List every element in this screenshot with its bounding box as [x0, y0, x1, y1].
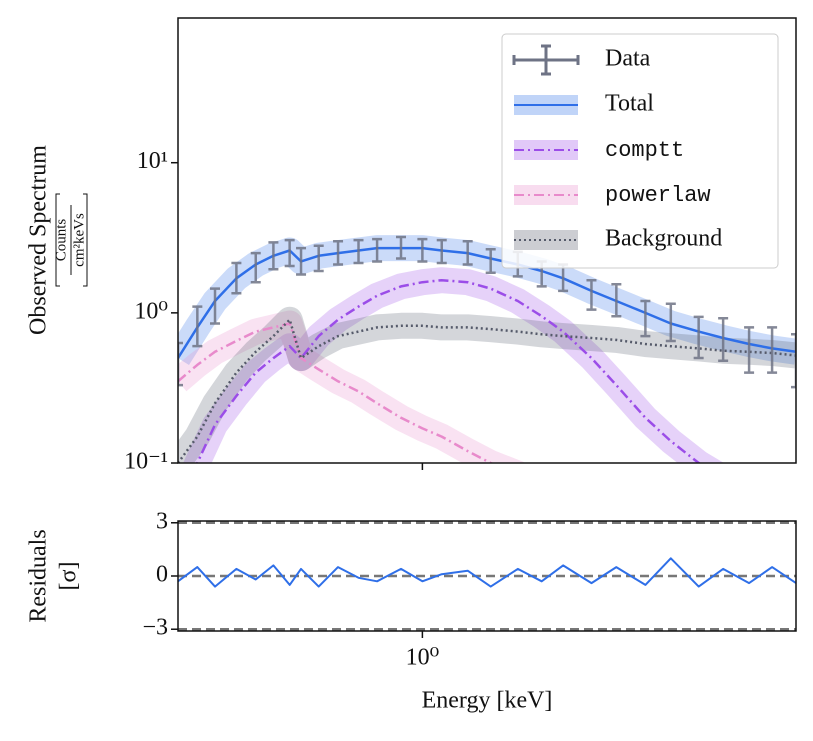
y-tick-label: −3: [142, 615, 168, 641]
residual-plot: [178, 521, 796, 631]
x-tick-label: 10⁰: [406, 645, 440, 671]
error-bar: [210, 287, 221, 325]
legend-label: powerlaw: [605, 183, 711, 208]
error-bar: [611, 283, 622, 318]
error-bar: [372, 237, 383, 263]
error-bar: [640, 299, 651, 338]
error-bar: [744, 326, 755, 374]
error-bar: [665, 302, 676, 343]
error-bar: [417, 237, 428, 263]
y-unit-denominator: cm²keVs: [71, 213, 87, 267]
legend-box: [501, 33, 779, 269]
error-bar: [462, 239, 473, 266]
error-bar: [485, 248, 496, 274]
error-bar: [296, 246, 307, 276]
y-axis-label: Observed Spectrum: [26, 145, 52, 335]
residual-label: Residuals: [26, 529, 52, 622]
y-unit-numerator: Counts: [53, 219, 69, 262]
error-bar: [436, 238, 447, 265]
error-bar: [178, 341, 183, 387]
spectrum-frame: [177, 17, 797, 464]
error-bar: [791, 333, 796, 389]
legend-label: Data: [605, 46, 651, 72]
legend-band: [514, 140, 578, 160]
error-bar: [333, 239, 344, 266]
legend-label: comptt: [605, 138, 684, 163]
y-tick-label: 10¹: [137, 148, 168, 174]
error-bar: [284, 238, 295, 268]
y-tick-label: 3: [156, 508, 168, 534]
error-bar: [192, 305, 203, 348]
error-bar: [718, 317, 729, 362]
model-line: [195, 278, 702, 463]
error-bar: [396, 235, 407, 260]
legend-handle: [512, 44, 580, 76]
model-line: [178, 318, 796, 463]
model-line: [178, 322, 495, 463]
legend-label: Background: [605, 226, 722, 252]
error-bar: [268, 241, 279, 271]
legend-label: Total: [605, 91, 654, 117]
y-tick-label: 0: [156, 562, 168, 588]
legend-band: [514, 185, 578, 205]
y-tick-label: 10⁰: [134, 298, 168, 324]
error-bar: [586, 278, 597, 311]
x-axis-label: Energy [keV]: [422, 688, 553, 714]
residual-unit: [σ]: [56, 562, 82, 591]
error-bar: [231, 261, 242, 295]
unit-brackets: [55, 193, 88, 287]
residual-line: [178, 557, 796, 588]
spectrum-plot: [178, 235, 796, 463]
error-bar: [313, 244, 324, 273]
error-bar: [250, 251, 261, 284]
y-tick-label: 10⁻¹: [124, 449, 168, 475]
error-bar: [767, 326, 778, 374]
error-bar: [693, 315, 704, 360]
uncertainty-band: [178, 306, 796, 463]
error-bar: [353, 238, 364, 265]
